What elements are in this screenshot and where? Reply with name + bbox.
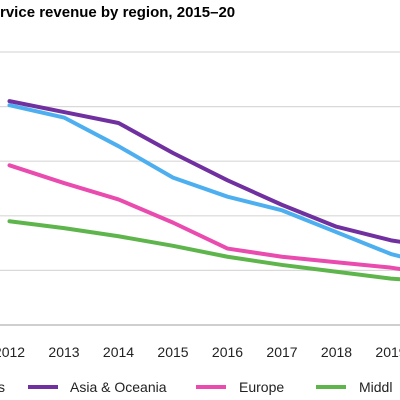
legend-item: Asia & Oceania [28, 379, 167, 395]
series-lines [7, 99, 400, 282]
legend-label: Middl [359, 379, 392, 395]
x-tick-label: 2012 [0, 344, 25, 360]
x-tick-label: 2017 [266, 344, 297, 360]
x-tick-label: 2018 [321, 344, 352, 360]
legend-item: s [0, 379, 5, 395]
series-line-3 [7, 219, 400, 282]
series-line-0 [7, 99, 400, 244]
x-tick-label: 2016 [212, 344, 243, 360]
x-tick-label: 2015 [157, 344, 188, 360]
x-tick-label: 2013 [48, 344, 79, 360]
x-tick-label: 2019 [375, 344, 400, 360]
chart-title: rvice revenue by region, 2015–20 [0, 4, 235, 21]
legend: s Asia & Oceania Europe Middl [0, 379, 392, 395]
x-tick-labels: 2012201320142015201620172018201920202021 [0, 344, 400, 360]
legend-label: Europe [239, 379, 284, 395]
legend-label: s [0, 379, 5, 395]
legend-item: Middl [316, 379, 392, 395]
x-tick-label: 2014 [103, 344, 134, 360]
legend-label: Asia & Oceania [70, 379, 167, 395]
series-line-2 [7, 163, 400, 272]
legend-item: Europe [196, 379, 284, 395]
series-line-1 [7, 103, 400, 259]
